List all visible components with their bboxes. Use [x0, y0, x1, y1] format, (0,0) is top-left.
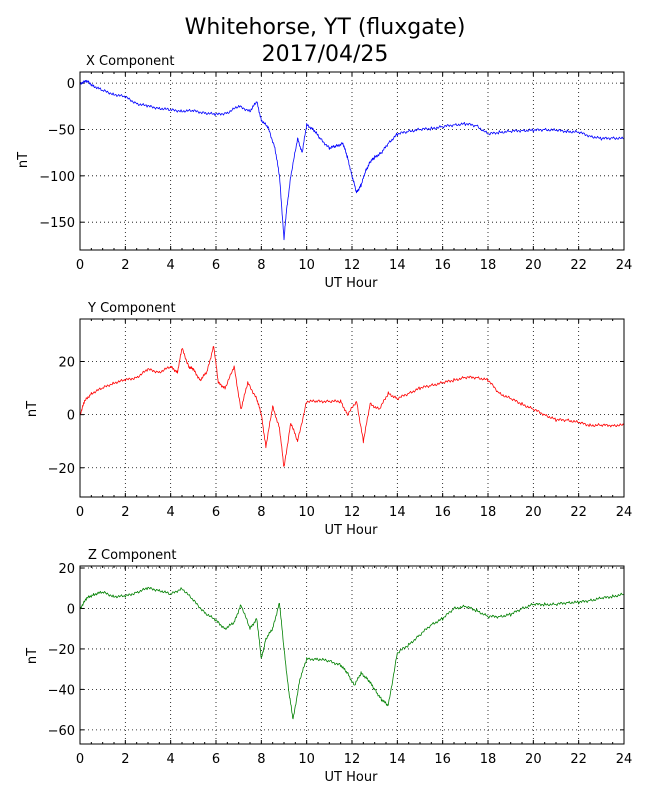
y-component-xtick-label: 22 [570, 505, 587, 520]
x-component-xtick-label: 22 [570, 258, 587, 273]
x-component-xtick-label: 10 [298, 258, 315, 273]
y-component-xtick-label: 14 [389, 505, 406, 520]
z-component-xtick-label: 2 [121, 752, 129, 767]
x-component-ylabel: nT [16, 152, 31, 168]
z-component-xtick-label: 4 [167, 752, 175, 767]
z-component-xlabel: UT Hour [325, 770, 379, 785]
x-component-ytick-label: −150 [39, 216, 75, 231]
x-component-xtick-label: 12 [344, 258, 361, 273]
z-component-panel: Z Component UT Hour nT 0 2 4 6 8 10 12 14 16 18 20… [25, 548, 632, 785]
x-component-ytick-label: −50 [48, 123, 75, 138]
y-component-ytick-label: −20 [48, 462, 75, 477]
x-component-ytick-label: −100 [39, 170, 75, 185]
x-component-xtick-label: 16 [434, 258, 451, 273]
figure-title-line2: 2017/04/25 [262, 42, 389, 67]
z-component-xtick-label: 22 [570, 752, 587, 767]
z-component-xtick-label: 24 [616, 752, 633, 767]
x-component-title: X Component [86, 54, 175, 69]
y-component-xtick-label: 0 [76, 505, 84, 520]
z-component-xtick-label: 16 [434, 752, 451, 767]
x-component-xtick-label: 14 [389, 258, 406, 273]
x-component-panel: X Component UT Hour nT 0 2 4 6 8 10 12 14 16 18 20… [16, 54, 632, 291]
y-component-xtick-label: 24 [616, 505, 633, 520]
x-component-xtick-label: 18 [480, 258, 497, 273]
x-component-series-line [79, 79, 625, 241]
z-component-ytick-label: 20 [58, 562, 75, 577]
x-component-ytick-label: 0 [67, 77, 75, 92]
y-component-xtick-label: 8 [257, 505, 265, 520]
y-component-xtick-label: 18 [480, 505, 497, 520]
x-component-xtick-label: 8 [257, 258, 265, 273]
y-component-ylabel: nT [25, 401, 40, 417]
y-component-series-line [79, 346, 625, 467]
x-component-plot-frame [79, 71, 625, 251]
x-component-xtick-label: 24 [616, 258, 633, 273]
y-component-ytick-label: 0 [67, 409, 75, 424]
x-component-xlabel: UT Hour [325, 276, 379, 291]
y-component-xtick-label: 10 [298, 505, 315, 520]
z-component-xtick-label: 10 [298, 752, 315, 767]
y-component-panel: Y Component UT Hour nT 0 2 4 6 8 10 12 14 16 18 20… [25, 301, 632, 538]
y-component-xlabel: UT Hour [325, 523, 379, 538]
y-component-xtick-label: 2 [121, 505, 129, 520]
figure-title-line1: Whitehorse, YT (fluxgate) [185, 15, 466, 40]
y-component-xtick-label: 16 [434, 505, 451, 520]
y-component-xtick-label: 6 [212, 505, 220, 520]
y-component-xtick-label: 20 [525, 505, 542, 520]
x-component-xtick-label: 0 [76, 258, 84, 273]
z-component-ytick-label: −20 [48, 643, 75, 658]
y-component-ytick-label: 20 [58, 356, 75, 371]
x-component-xtick-label: 2 [121, 258, 129, 273]
z-component-title: Z Component [88, 548, 177, 563]
y-component-title: Y Component [87, 301, 176, 316]
z-component-xtick-label: 14 [389, 752, 406, 767]
y-component-xtick-label: 12 [344, 505, 361, 520]
z-component-xtick-label: 20 [525, 752, 542, 767]
x-component-xtick-label: 20 [525, 258, 542, 273]
z-component-series-line [79, 586, 625, 720]
z-component-ytick-label: −40 [48, 683, 75, 698]
z-component-xtick-label: 8 [257, 752, 265, 767]
z-component-plot-frame [79, 565, 625, 745]
z-component-ytick-label: 0 [67, 602, 75, 617]
z-component-ytick-label: −60 [48, 724, 75, 739]
z-component-xtick-label: 18 [480, 752, 497, 767]
z-component-ylabel: nT [25, 648, 40, 664]
y-component-xtick-label: 4 [167, 505, 175, 520]
x-component-xtick-label: 4 [167, 258, 175, 273]
y-component-plot-frame [79, 318, 625, 498]
z-component-xtick-label: 0 [76, 752, 84, 767]
x-component-xtick-label: 6 [212, 258, 220, 273]
z-component-xtick-label: 6 [212, 752, 220, 767]
z-component-xtick-label: 12 [344, 752, 361, 767]
